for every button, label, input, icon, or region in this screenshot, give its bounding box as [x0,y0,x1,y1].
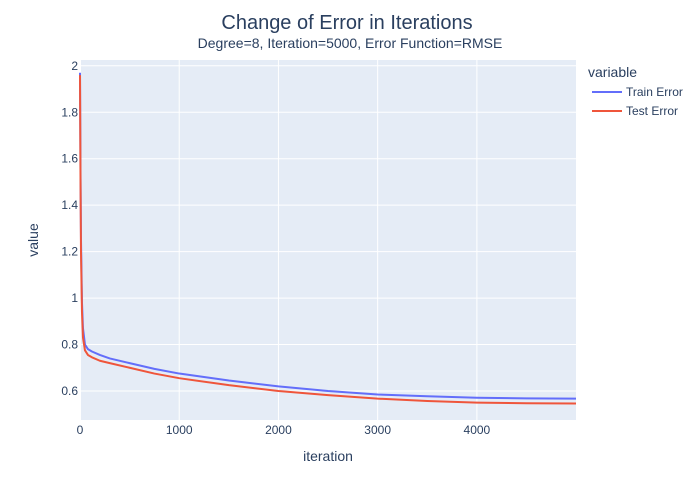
legend-label-test-error: Test Error [626,104,678,118]
y-tick-label: 0.6 [61,384,78,398]
y-tick-label: 1.4 [61,198,78,212]
legend-item-train-error[interactable]: Train Error [592,85,683,99]
y-axis-title: value [25,223,41,257]
y-tick-label: 0.8 [61,338,78,352]
series-line-test-error [79,75,577,405]
y-tick-label: 2 [71,59,78,73]
y-ticks: 0.6 0.8 1 1.2 1.4 1.6 1.8 2 [61,59,78,398]
x-tick-label: 1000 [166,423,193,437]
y-tick-label: 1 [71,291,78,305]
plot-background [80,60,576,420]
y-tick-label: 1.6 [61,152,78,166]
chart-title: Change of Error in Iterations [221,12,472,34]
legend-title: variable [588,64,637,80]
x-tick-label: 0 [77,423,84,437]
y-tick-label: 1.2 [61,245,78,259]
series-lines [79,72,577,405]
legend-label-train-error: Train Error [626,85,683,99]
y-tick-label: 1.8 [61,105,78,119]
x-ticks: 0 1000 2000 3000 4000 [77,423,491,437]
x-axis-title: iteration [303,448,353,464]
legend-item-test-error[interactable]: Test Error [592,104,678,118]
chart-subtitle: Degree=8, Iteration=5000, Error Function… [198,35,503,51]
x-tick-label: 3000 [364,423,391,437]
x-tick-label: 2000 [265,423,292,437]
legend: variable Train Error Test Error [588,64,683,118]
x-tick-label: 4000 [464,423,491,437]
